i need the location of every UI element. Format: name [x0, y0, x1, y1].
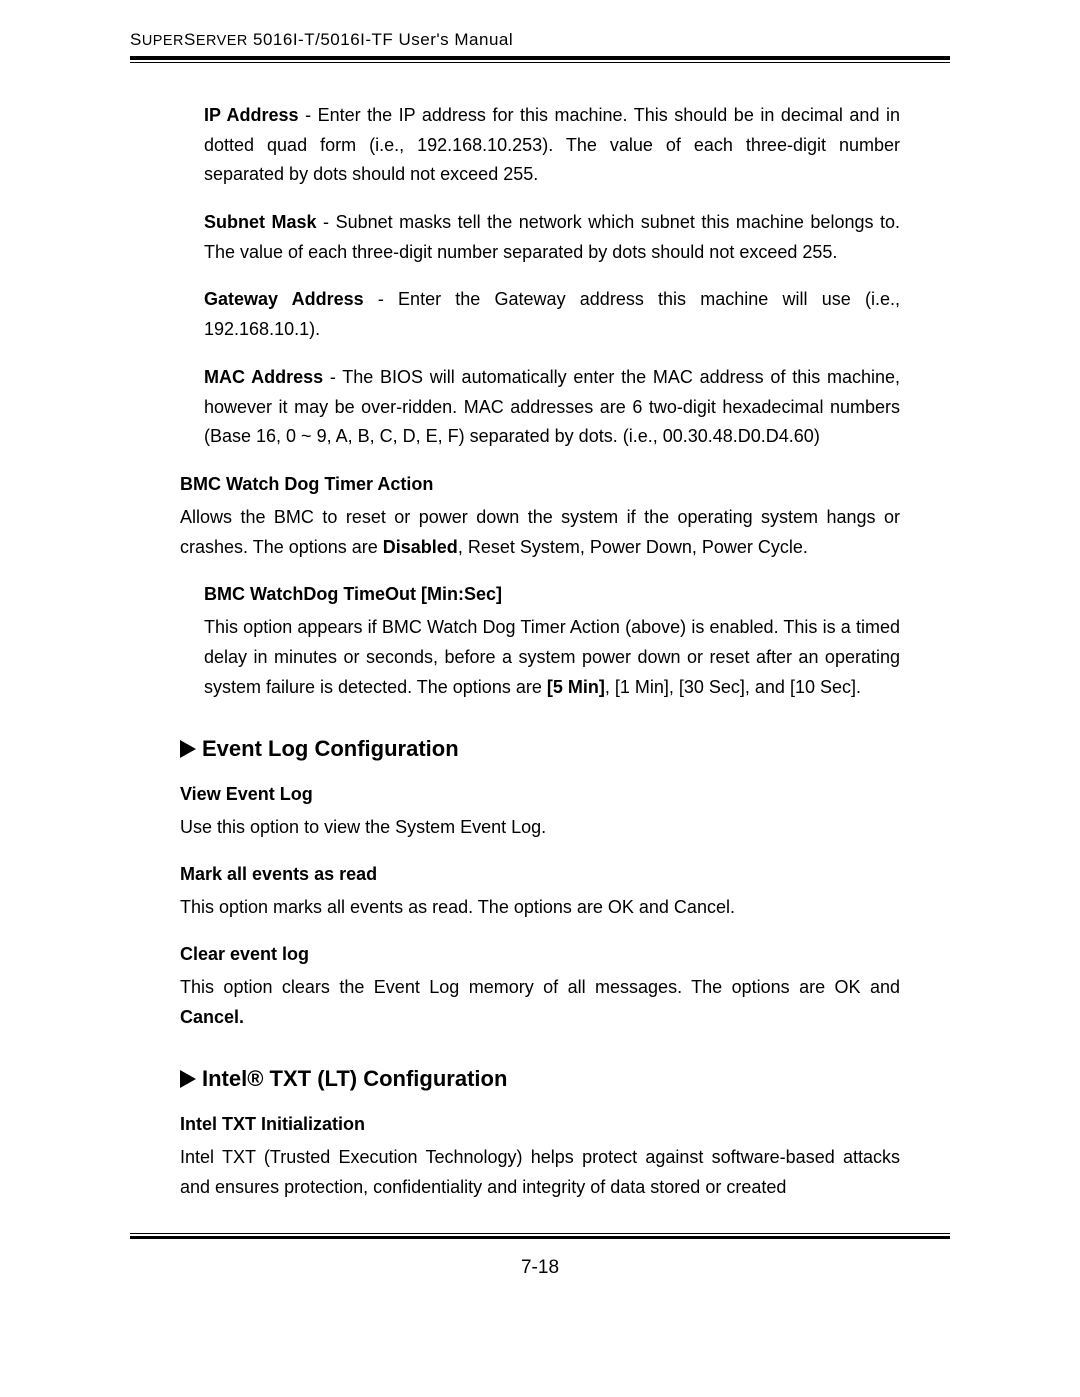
bmc-watchdog-text-post: , Reset System, Power Down, Power Cycle. — [458, 537, 808, 557]
ip-address-label: IP Address — [204, 105, 299, 125]
ip-address-text: - Enter the IP address for this machine.… — [204, 105, 900, 184]
view-event-log-heading: View Event Log — [180, 784, 900, 805]
subnet-mask-label: Subnet Mask — [204, 212, 317, 232]
subnet-mask-para: Subnet Mask - Subnet masks tell the netw… — [204, 208, 900, 267]
bmc-timeout-bold: [5 Min] — [547, 677, 605, 697]
bmc-timeout-heading: BMC WatchDog TimeOut [Min:Sec] — [204, 584, 900, 605]
mac-label: MAC Address — [204, 367, 323, 387]
clear-event-log-bold: Cancel. — [180, 1007, 244, 1027]
page-content: IP Address - Enter the IP address for th… — [130, 101, 950, 1203]
gateway-label: Gateway Address — [204, 289, 364, 309]
event-log-section-heading: Event Log Configuration — [180, 736, 900, 762]
mark-events-heading: Mark all events as read — [180, 864, 900, 885]
page-header: SUPERSERVER 5016I-T/5016I-TF User's Manu… — [130, 30, 950, 50]
intel-txt-heading-text: Intel® TXT (LT) Configuration — [202, 1066, 507, 1092]
triangle-icon — [180, 1070, 196, 1088]
bmc-timeout-para: This option appears if BMC Watch Dog Tim… — [204, 613, 900, 702]
bmc-watchdog-bold: Disabled — [383, 537, 458, 557]
network-settings-block: IP Address - Enter the IP address for th… — [180, 101, 900, 452]
intel-txt-init-text: Intel TXT (Trusted Execution Technology)… — [180, 1143, 900, 1202]
intel-txt-section-heading: Intel® TXT (LT) Configuration — [180, 1066, 900, 1092]
clear-event-log-text-pre: This option clears the Event Log memory … — [180, 977, 900, 997]
mac-para: MAC Address - The BIOS will automaticall… — [204, 363, 900, 452]
header-title-cap1: S — [130, 30, 142, 49]
page-number: 7-18 — [130, 1257, 950, 1279]
bmc-timeout-text-post: , [1 Min], [30 Sec], and [10 Sec]. — [605, 677, 861, 697]
footer-rule — [130, 1233, 950, 1239]
header-title-sc1: UPER — [142, 33, 184, 49]
header-title-rest: 5016I-T/5016I-TF User's Manual — [248, 30, 513, 49]
bmc-watchdog-para: Allows the BMC to reset or power down th… — [180, 503, 900, 562]
intel-txt-init-heading: Intel TXT Initialization — [180, 1114, 900, 1135]
view-event-log-text: Use this option to view the System Event… — [180, 813, 900, 842]
clear-event-log-para: This option clears the Event Log memory … — [180, 973, 900, 1032]
header-title-sc2: ERVER — [196, 33, 248, 49]
ip-address-para: IP Address - Enter the IP address for th… — [204, 101, 900, 190]
gateway-para: Gateway Address - Enter the Gateway addr… — [204, 285, 900, 344]
mark-events-text: This option marks all events as read. Th… — [180, 893, 900, 922]
event-log-heading-text: Event Log Configuration — [202, 736, 459, 762]
bmc-watchdog-heading: BMC Watch Dog Timer Action — [180, 474, 900, 495]
bmc-timeout-block: BMC WatchDog TimeOut [Min:Sec] This opti… — [180, 584, 900, 702]
header-title-cap2: S — [184, 30, 196, 49]
triangle-icon — [180, 740, 196, 758]
header-rule — [130, 56, 950, 63]
clear-event-log-heading: Clear event log — [180, 944, 900, 965]
